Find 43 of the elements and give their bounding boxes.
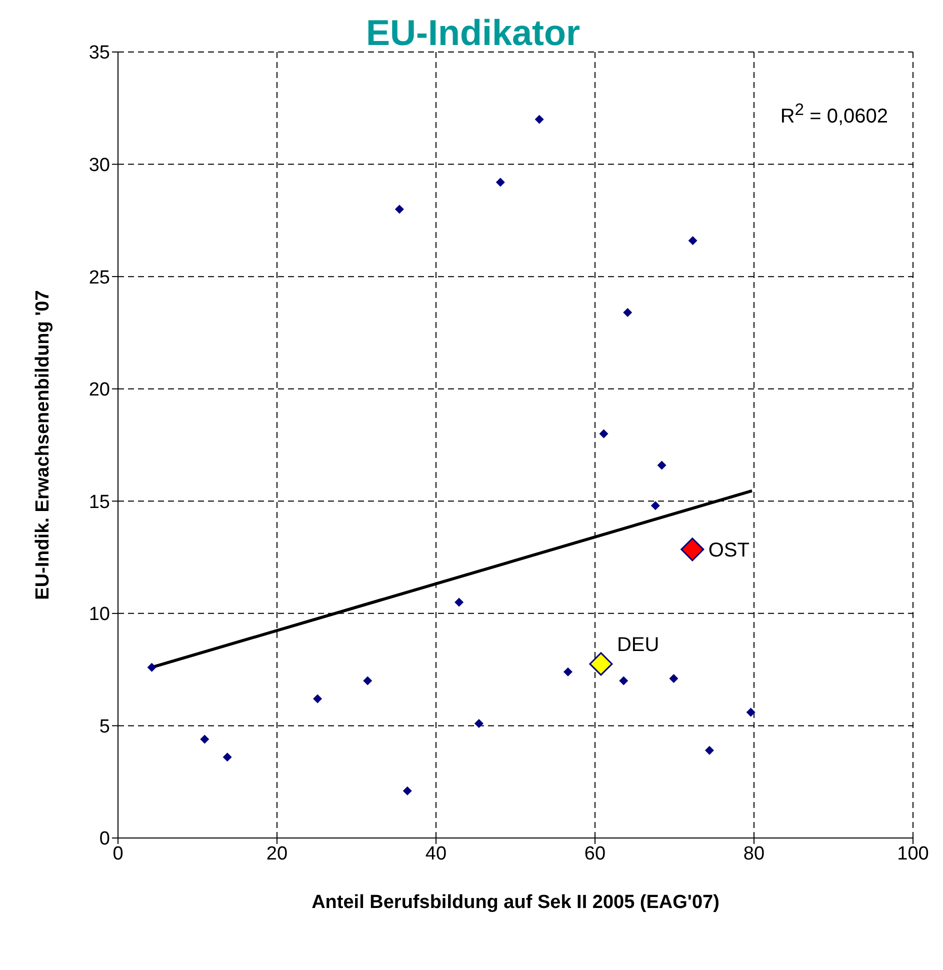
point bbox=[669, 674, 678, 684]
point bbox=[680, 538, 704, 562]
point bbox=[496, 178, 505, 187]
x-tick-label: 80 bbox=[743, 843, 765, 864]
y-tick-label: 20 bbox=[88, 380, 110, 401]
y-tick-label: 25 bbox=[88, 267, 110, 288]
point bbox=[147, 662, 156, 672]
point bbox=[657, 460, 666, 470]
y-tick-label: 5 bbox=[99, 716, 110, 738]
point bbox=[704, 746, 714, 755]
annotation: OST bbox=[708, 540, 750, 562]
point bbox=[222, 752, 232, 762]
point bbox=[623, 308, 632, 318]
point bbox=[650, 501, 660, 510]
point bbox=[474, 718, 484, 728]
point bbox=[589, 652, 613, 676]
point bbox=[688, 236, 698, 246]
y-tick-label: 35 bbox=[88, 42, 110, 64]
annotation: R$^{2}$ = 0,0602 bbox=[780, 100, 888, 129]
x-tick-label: 0 bbox=[112, 843, 124, 864]
point bbox=[563, 667, 572, 676]
x-tick-label: 100 bbox=[897, 843, 929, 864]
point bbox=[746, 708, 756, 717]
point bbox=[394, 204, 404, 214]
point bbox=[363, 676, 372, 686]
point bbox=[200, 734, 210, 744]
x-tick-label: 40 bbox=[425, 843, 447, 864]
y-tick-label: 30 bbox=[88, 155, 110, 176]
point bbox=[534, 114, 544, 124]
x-axis-title: Anteil Berufsbildung auf Sek II 2005 (EAG'07) bbox=[312, 892, 720, 913]
y-tick-label: 10 bbox=[88, 604, 110, 626]
x-tick-label: 60 bbox=[584, 843, 606, 864]
y-tick-label: 15 bbox=[88, 492, 110, 513]
point bbox=[402, 786, 412, 796]
point bbox=[313, 694, 322, 704]
annotation: DEU bbox=[616, 634, 660, 656]
y-axis-title: EU-Indik. Erwachsenenbildung '07 bbox=[32, 290, 54, 600]
point bbox=[454, 598, 464, 607]
point bbox=[619, 676, 628, 686]
x-tick-label: 20 bbox=[266, 843, 288, 864]
point bbox=[599, 429, 608, 438]
chart-title: EU-Indikator bbox=[366, 12, 580, 53]
y-tick-label: 0 bbox=[99, 828, 110, 850]
